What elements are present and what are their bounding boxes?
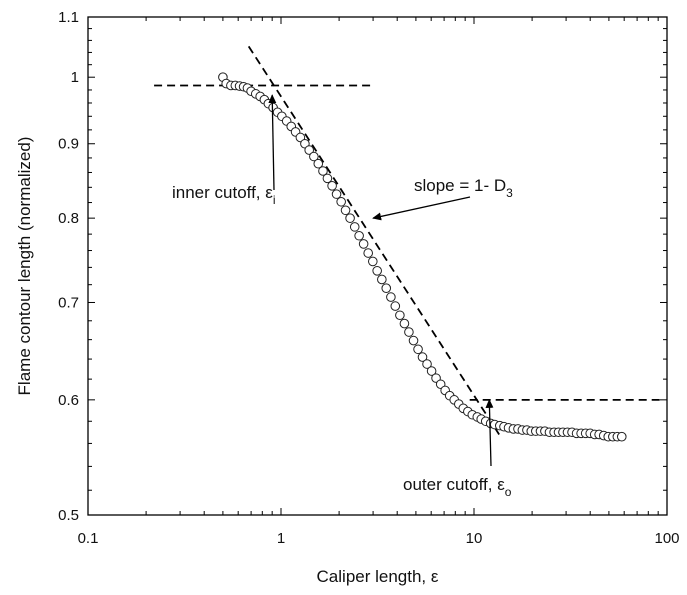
data-point	[417, 352, 428, 362]
data-point	[368, 256, 378, 267]
plot-border	[87, 16, 668, 516]
axis-ticks: 0.1 1 10 100 0.5 0.6 0.7 0.8 0.9 1 1.1	[58, 9, 679, 547]
annotation-subscript: o	[505, 485, 512, 499]
data-point	[349, 222, 360, 232]
data-point	[408, 335, 419, 346]
annotation-arrow	[485, 398, 494, 467]
data-point	[381, 283, 392, 294]
y-tick-label: 1	[71, 69, 79, 86]
data-point	[377, 274, 387, 285]
y-tick-label: 0.8	[58, 210, 79, 227]
x-tick-label: 1	[277, 530, 285, 547]
data-point	[386, 292, 396, 302]
y-tick-label: 0.9	[58, 136, 79, 153]
dashed-reference-line	[247, 45, 500, 435]
data-points	[218, 72, 627, 442]
x-tick-label: 100	[654, 530, 679, 547]
data-point	[422, 359, 432, 369]
annotation-text: outer cutoff, ε	[403, 475, 505, 494]
annotation-label: outer cutoff, εo	[403, 475, 512, 499]
x-axis-label: Caliper length, ε	[317, 567, 439, 586]
y-tick-label: 0.7	[58, 294, 79, 311]
data-point	[413, 344, 423, 355]
data-point	[336, 196, 346, 207]
annotation-subscript: i	[273, 193, 276, 207]
data-point	[304, 145, 315, 155]
data-point	[313, 158, 324, 169]
data-point	[426, 366, 437, 376]
data-point	[327, 181, 337, 191]
annotation-text: slope = 1- D	[414, 176, 506, 195]
y-tick-label: 1.1	[58, 9, 79, 26]
data-point	[372, 266, 382, 276]
annotation-arrow	[268, 94, 277, 191]
annotation-subscript: 3	[506, 186, 513, 200]
data-point	[395, 310, 405, 321]
data-point	[616, 431, 627, 442]
annotation-label: slope = 1- D3	[414, 176, 513, 200]
data-point	[358, 239, 369, 249]
annotations: inner cutoff, εi slope = 1- D3 outer cutof…	[172, 94, 513, 499]
data-point	[340, 205, 351, 216]
y-tick-label: 0.5	[58, 507, 79, 524]
data-point	[399, 318, 410, 329]
data-point	[345, 213, 355, 223]
annotation-text: inner cutoff, ε	[172, 183, 273, 202]
data-point	[331, 189, 342, 199]
x-tick-label: 0.1	[78, 530, 99, 547]
data-point	[354, 230, 364, 241]
data-point	[390, 301, 401, 311]
data-point	[363, 248, 373, 258]
annotation-arrow	[372, 196, 471, 221]
annotation-label: inner cutoff, εi	[172, 183, 276, 207]
data-point	[404, 327, 414, 337]
reference-lines	[154, 45, 663, 435]
y-axis-label: Flame contour length (normalized)	[15, 137, 34, 396]
plot-frame	[87, 16, 668, 516]
y-tick-label: 0.6	[58, 392, 79, 409]
data-point	[318, 166, 328, 176]
data-point	[309, 151, 319, 162]
x-tick-label: 10	[466, 530, 483, 547]
data-point	[322, 173, 333, 184]
